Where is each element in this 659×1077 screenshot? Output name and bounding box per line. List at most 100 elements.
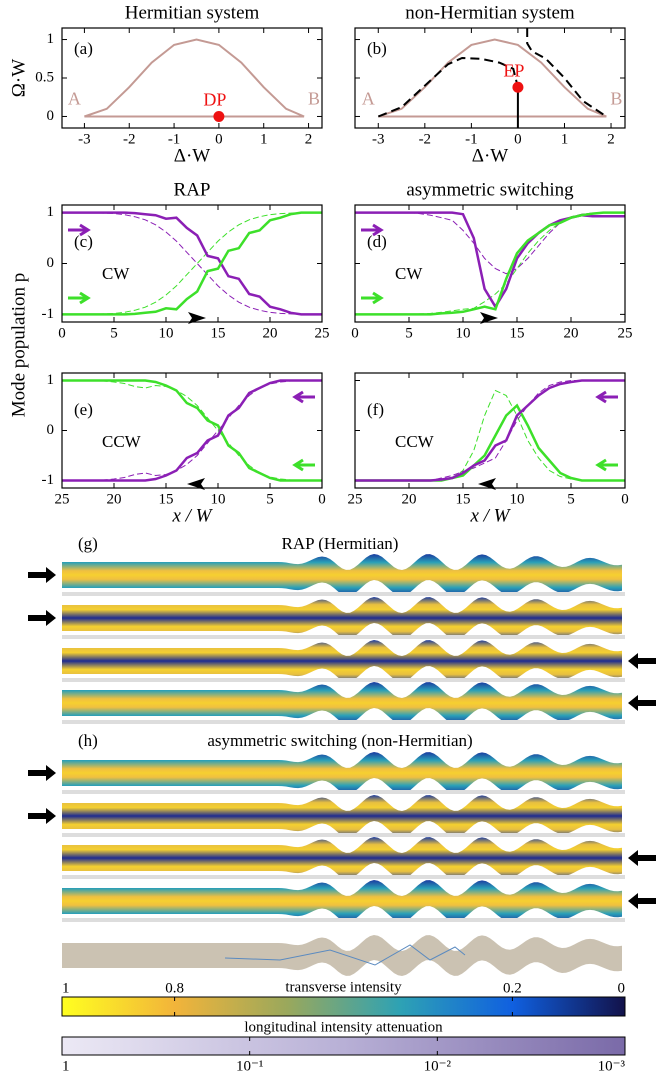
- x-tick-label: 10: [510, 491, 525, 507]
- waveguide-strip: [62, 752, 622, 794]
- colorbar-tick-label: 0.2: [503, 980, 522, 996]
- series-line: [62, 379, 322, 482]
- plot-area: [355, 211, 625, 316]
- x-tick-label: -2: [123, 131, 136, 147]
- panel-label: (g): [78, 534, 98, 553]
- panel-label: (e): [74, 400, 93, 419]
- panel-title: Hermitian system: [125, 2, 260, 23]
- x-tick-label: 15: [211, 325, 226, 341]
- point-label: B: [308, 89, 320, 109]
- x-tick-label: 0: [621, 491, 629, 507]
- x-tick-label: -3: [372, 131, 385, 147]
- waveguide-strip: [62, 935, 622, 976]
- x-tick-label: 1: [260, 131, 268, 147]
- x-tick-label: 10: [456, 325, 471, 341]
- input-arrow: [28, 765, 56, 781]
- x-tick-label: 1: [561, 131, 569, 147]
- mode-arrow: [292, 390, 315, 404]
- waveguide-strip: [62, 837, 622, 879]
- panel-title: RAP (Hermitian): [282, 534, 399, 553]
- series-line: [62, 212, 322, 315]
- annotation: CW: [395, 264, 423, 283]
- input-arrow: [628, 653, 656, 669]
- x-tick-label: 5: [567, 491, 575, 507]
- plot-area: [377, 28, 607, 128]
- point-label: B: [610, 89, 622, 109]
- strip-shadow: [62, 678, 625, 682]
- panel-label: (c): [74, 232, 93, 251]
- plot-area: [355, 379, 625, 482]
- series-line: [62, 379, 322, 482]
- y-tick-label: 1: [47, 31, 55, 47]
- panel-title: asymmetric switching: [406, 179, 574, 200]
- x-tick-label: 15: [159, 491, 174, 507]
- input-arrow: [628, 893, 656, 909]
- strip-shadow: [62, 918, 625, 922]
- x-tick-label: 20: [263, 325, 278, 341]
- strip-shadow: [62, 592, 625, 596]
- point: [512, 81, 524, 93]
- panel-title: non-Hermitian system: [405, 2, 575, 23]
- point-label: A: [68, 89, 81, 109]
- panel-label: (b): [367, 39, 387, 58]
- x-tick-label: -2: [419, 131, 432, 147]
- y-tick-label: 0: [47, 255, 55, 271]
- annotation: CW: [102, 264, 130, 283]
- mode-arrow: [68, 291, 91, 305]
- mode-arrow: [292, 458, 315, 472]
- input-arrow: [28, 808, 56, 824]
- series-line: [84, 38, 305, 118]
- strip-shadow: [62, 875, 625, 879]
- annotation: CCW: [102, 432, 142, 451]
- mode-arrow: [361, 223, 384, 237]
- x-tick-label: 10: [159, 325, 174, 341]
- axes-frame: [354, 204, 626, 323]
- series-line: [62, 380, 322, 481]
- strip-shadow: [62, 790, 625, 794]
- x-tick-label: 2: [607, 131, 615, 147]
- strip-shadow: [62, 720, 625, 724]
- series-line: [62, 380, 322, 481]
- x-tick-label: 25: [348, 491, 363, 507]
- x-tick-label: 5: [405, 325, 413, 341]
- mode-arrow: [361, 291, 384, 305]
- x-tick-label: 5: [266, 491, 274, 507]
- x-tick-label: -3: [78, 131, 91, 147]
- colorbar-tick-label: 10⁻¹: [236, 1058, 263, 1074]
- x-tick-label: 2: [305, 131, 313, 147]
- axes-frame: [61, 372, 323, 489]
- waveguide-strip: [62, 640, 622, 682]
- waveguide-images: (g) RAP (Hermitian) (h) asymmetric switc…: [28, 534, 656, 976]
- direction-marker: [480, 312, 498, 324]
- axes-frame: [354, 27, 626, 129]
- series-line: [355, 380, 625, 481]
- strip-shadow: [62, 833, 625, 837]
- input-arrow: [628, 695, 656, 711]
- x-axis-label: x / W: [171, 505, 213, 526]
- x-tick-label: 25: [618, 325, 633, 341]
- series-line: [526, 28, 607, 118]
- y-tick-label: -1: [42, 306, 55, 322]
- y-tick-label: 0: [47, 422, 55, 438]
- axes-frame: [61, 204, 323, 323]
- direction-marker: [478, 478, 496, 490]
- direction-marker: [187, 478, 205, 490]
- series-line: [62, 211, 322, 316]
- colorbar-tick-label: 10⁻²: [424, 1058, 452, 1074]
- x-tick-label: 15: [456, 491, 471, 507]
- series-line: [377, 38, 607, 118]
- strip-shadow: [62, 635, 625, 639]
- y-tick-label: 0: [47, 108, 55, 124]
- y-tick-label: 0.5: [35, 69, 54, 85]
- x-tick-label: 0: [318, 491, 326, 507]
- x-tick-label: -1: [168, 131, 181, 147]
- panel-label: (h): [78, 731, 98, 750]
- series-line: [62, 211, 322, 316]
- y-tick-label: 1: [47, 372, 55, 388]
- colorbar-title: transverse intensity: [285, 979, 402, 995]
- colorbar: [61, 1036, 626, 1056]
- direction-marker: [188, 312, 206, 324]
- series-line: [355, 211, 625, 310]
- waveguide-strip: [62, 880, 622, 922]
- x-tick-label: 20: [402, 491, 417, 507]
